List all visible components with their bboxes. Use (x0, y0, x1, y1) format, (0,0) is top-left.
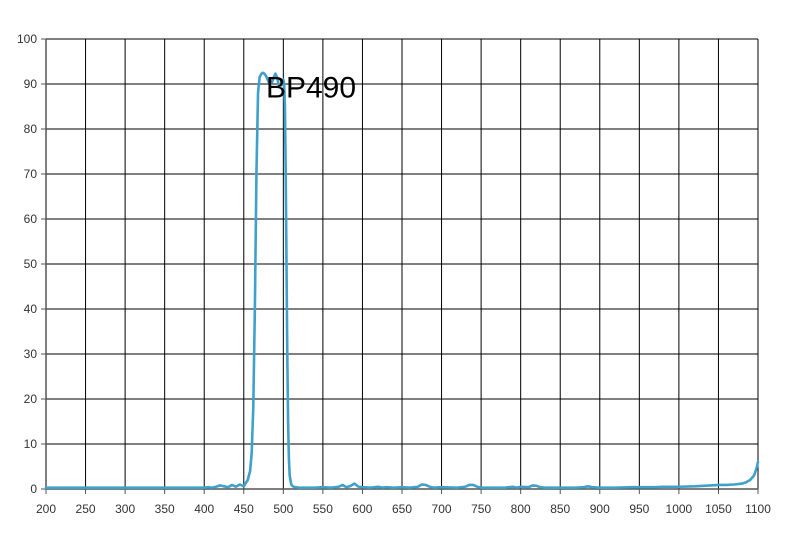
y-tick-label: 20 (24, 392, 38, 406)
y-tick-label: 0 (30, 482, 37, 496)
y-tick-label: 80 (24, 122, 38, 136)
y-tick-label: 100 (17, 32, 37, 46)
y-tick-label: 10 (24, 437, 38, 451)
x-tick-label: 700 (432, 502, 452, 516)
y-tick-label: 60 (24, 212, 38, 226)
axes (41, 38, 759, 494)
grid (46, 38, 759, 489)
x-tick-label: 250 (76, 502, 96, 516)
annotations: BP490 (266, 72, 356, 105)
x-tick-label: 1000 (666, 502, 693, 516)
x-tick-label: 950 (629, 502, 649, 516)
y-tick-label: 70 (24, 167, 38, 181)
x-tick-label: 1050 (705, 502, 732, 516)
x-tick-label: 900 (590, 502, 610, 516)
y-tick-label: 40 (24, 302, 38, 316)
x-tick-labels: 200 250 300 350 400 450 500 550 600 650 700 750 800 8… (36, 502, 771, 516)
x-tick-label: 400 (194, 502, 214, 516)
x-tick-label: 750 (471, 502, 491, 516)
x-tick-label: 300 (115, 502, 135, 516)
x-tick-label: 450 (234, 502, 254, 516)
x-tick-label: 850 (550, 502, 570, 516)
y-tick-label: 50 (24, 257, 38, 271)
x-tick-label: 500 (273, 502, 293, 516)
y-tick-label: 30 (24, 347, 38, 361)
x-tick-label: 650 (392, 502, 412, 516)
x-tick-label: 600 (352, 502, 372, 516)
x-tick-label: 1100 (745, 502, 771, 516)
x-tick-label: 800 (511, 502, 531, 516)
x-tick-label: 550 (313, 502, 333, 516)
transmission-curve (44, 71, 760, 489)
y-tick-labels: 0 10 20 30 40 50 60 70 80 90 100 (17, 32, 37, 496)
x-tick-label: 200 (36, 502, 56, 516)
filter-name-label: BP490 (266, 72, 356, 105)
y-tick-label: 90 (24, 77, 38, 91)
x-tick-label: 350 (155, 502, 175, 516)
series-lines (44, 71, 760, 489)
